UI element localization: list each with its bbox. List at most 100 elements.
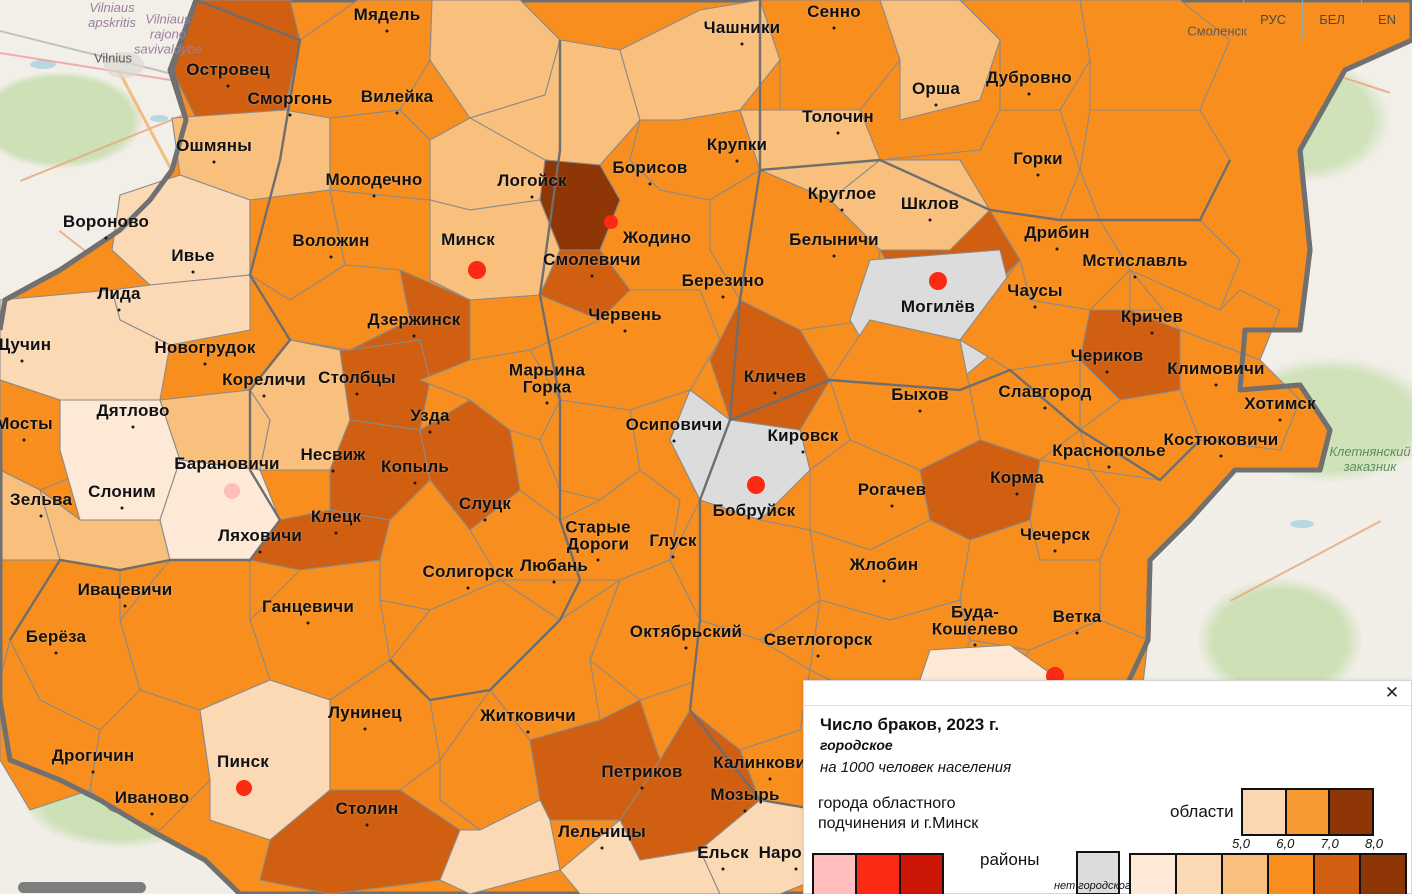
region-center-dot bbox=[648, 182, 652, 186]
region-center-dot bbox=[363, 727, 367, 731]
city-value-dot[interactable] bbox=[236, 780, 252, 796]
legend-swatch[interactable] bbox=[1330, 790, 1373, 834]
legend-rayon-ramp[interactable] bbox=[1129, 853, 1407, 894]
region-center-dot bbox=[832, 26, 836, 30]
region-center-dot bbox=[816, 654, 820, 658]
region-center-dot bbox=[150, 812, 154, 816]
legend-no-data-swatch[interactable] bbox=[1076, 851, 1120, 894]
region-center-dot bbox=[640, 786, 644, 790]
region-center-dot bbox=[22, 438, 26, 442]
region-center-dot bbox=[1055, 247, 1059, 251]
urban-area bbox=[104, 52, 144, 78]
region-center-dot bbox=[743, 809, 747, 813]
region-center-dot bbox=[1036, 173, 1040, 177]
region-center-dot bbox=[928, 218, 932, 222]
region-center-dot bbox=[1053, 549, 1057, 553]
legend-tick: 6,0 bbox=[1276, 836, 1295, 851]
lang-button-be[interactable]: БЕЛ bbox=[1302, 0, 1361, 40]
water-body bbox=[30, 60, 56, 69]
region-center-dot bbox=[530, 195, 534, 199]
region-center-dot bbox=[483, 518, 487, 522]
legend-swatch[interactable] bbox=[1269, 855, 1315, 894]
region-center-dot bbox=[131, 425, 135, 429]
legend-swatch[interactable] bbox=[1361, 855, 1405, 894]
region-center-dot bbox=[672, 439, 676, 443]
close-icon[interactable]: ✕ bbox=[1381, 681, 1403, 703]
region-center-dot bbox=[428, 430, 432, 434]
city-value-dot[interactable] bbox=[468, 261, 486, 279]
legend-swatch[interactable] bbox=[1286, 790, 1331, 834]
region-center-dot bbox=[104, 236, 108, 240]
region-center-dot bbox=[1027, 92, 1031, 96]
legend-header: ✕ bbox=[804, 681, 1411, 706]
region-center-dot bbox=[1015, 492, 1019, 496]
region-center-dot bbox=[412, 334, 416, 338]
region-center-dot bbox=[334, 531, 338, 535]
region-center-dot bbox=[395, 111, 399, 115]
legend-tick: 8,0 bbox=[1364, 836, 1384, 851]
legend-swatch[interactable] bbox=[900, 855, 942, 894]
scrollbar-thumb[interactable] bbox=[18, 882, 146, 893]
region-center-dot bbox=[721, 867, 725, 871]
region-center-dot bbox=[1105, 370, 1109, 374]
region-center-dot bbox=[600, 846, 604, 850]
region-center-dot bbox=[1278, 418, 1282, 422]
legend-panel[interactable]: ✕ Число браков, 2023 г. городское на 100… bbox=[803, 680, 1412, 894]
legend-rayon-label: районы bbox=[980, 850, 1040, 869]
region-center-dot bbox=[934, 103, 938, 107]
legend-swatch[interactable] bbox=[1131, 855, 1177, 894]
region-center-dot bbox=[623, 329, 627, 333]
foreign-label: Vilniaus rajono savivaldybė bbox=[134, 11, 202, 57]
region-center-dot bbox=[1133, 275, 1137, 279]
foreign-label: Смоленск bbox=[1187, 23, 1247, 39]
region-center-dot bbox=[1075, 631, 1079, 635]
legend-swatch[interactable] bbox=[1315, 855, 1361, 894]
region-center-dot bbox=[413, 481, 417, 485]
foreign-label: Клетнянский заказник bbox=[1329, 444, 1411, 474]
legend-city-ramp[interactable] bbox=[812, 853, 944, 894]
region-center-dot bbox=[1033, 305, 1037, 309]
region-center-dot bbox=[552, 580, 556, 584]
city-value-dot[interactable] bbox=[747, 476, 765, 494]
legend-swatch[interactable] bbox=[814, 855, 858, 894]
region-center-dot bbox=[590, 274, 594, 278]
legend-oblast-label: области bbox=[1170, 802, 1234, 821]
region-center-dot bbox=[721, 295, 725, 299]
region-center-dot bbox=[329, 255, 333, 259]
legend-swatch[interactable] bbox=[1223, 855, 1269, 894]
foreign-label: Vilnius bbox=[93, 50, 133, 66]
region-center-dot bbox=[596, 558, 600, 562]
region-center-dot bbox=[973, 643, 977, 647]
region-center-dot bbox=[836, 131, 840, 135]
city-value-dot[interactable] bbox=[604, 215, 618, 229]
region-center-dot bbox=[1107, 465, 1111, 469]
region-center-dot bbox=[385, 29, 389, 33]
region-center-dot bbox=[262, 394, 266, 398]
region-center-dot bbox=[794, 867, 798, 871]
region-center-dot bbox=[1043, 406, 1047, 410]
horizontal-scrollbar[interactable] bbox=[0, 880, 1412, 894]
legend-swatch[interactable] bbox=[1243, 790, 1287, 834]
lang-button-en[interactable]: EN bbox=[1360, 0, 1412, 40]
legend-swatch[interactable] bbox=[857, 855, 901, 894]
oblast-boundaries bbox=[8, 0, 1232, 822]
legend-tick: 5,0 bbox=[1231, 836, 1251, 851]
region-center-dot bbox=[91, 770, 95, 774]
region-center-dot bbox=[117, 308, 121, 312]
water-body bbox=[150, 115, 168, 122]
city-value-dot[interactable] bbox=[929, 272, 947, 290]
region-center-dot bbox=[735, 159, 739, 163]
region-center-dot bbox=[684, 646, 688, 650]
region-center-dot bbox=[306, 621, 310, 625]
region-center-dot bbox=[258, 550, 262, 554]
legend-no-urban-label: нет городского bbox=[1054, 880, 1137, 892]
legend-swatch[interactable] bbox=[1177, 855, 1223, 894]
water-body bbox=[1290, 520, 1314, 528]
city-value-dot[interactable] bbox=[224, 483, 240, 499]
legend-title: Число браков, 2023 г. bbox=[820, 715, 1000, 734]
region-center-dot bbox=[890, 504, 894, 508]
legend-oblast-ramp[interactable] bbox=[1241, 788, 1374, 836]
lang-button-ru[interactable]: РУС bbox=[1243, 0, 1302, 40]
language-switcher[interactable]: РУС БЕЛ EN bbox=[1243, 0, 1412, 40]
